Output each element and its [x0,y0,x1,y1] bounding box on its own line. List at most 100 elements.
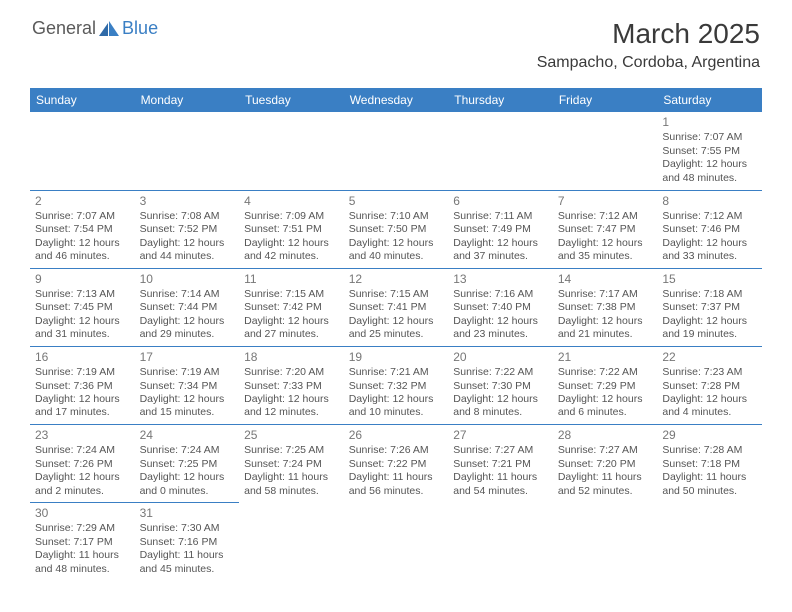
day-number: 12 [349,272,444,287]
calendar-day-cell: 9Sunrise: 7:13 AMSunset: 7:45 PMDaylight… [30,268,135,346]
day-header: Sunday [30,88,135,112]
day-number: 18 [244,350,339,365]
calendar-day-cell: 18Sunrise: 7:20 AMSunset: 7:33 PMDayligh… [239,346,344,424]
day-number: 30 [35,506,130,521]
day-number: 13 [453,272,548,287]
calendar-day-cell: 13Sunrise: 7:16 AMSunset: 7:40 PMDayligh… [448,268,553,346]
day-number: 7 [558,194,653,209]
day-number: 23 [35,428,130,443]
day-daylight: Daylight: 12 hours and 19 minutes. [662,315,757,342]
calendar-empty-cell [657,502,762,580]
day-sunset: Sunset: 7:25 PM [140,458,235,471]
day-sunset: Sunset: 7:41 PM [349,301,444,314]
day-sunset: Sunset: 7:20 PM [558,458,653,471]
day-daylight: Daylight: 12 hours and 2 minutes. [35,471,130,498]
calendar-day-cell: 1Sunrise: 7:07 AMSunset: 7:55 PMDaylight… [657,112,762,190]
day-daylight: Daylight: 12 hours and 6 minutes. [558,393,653,420]
day-header: Tuesday [239,88,344,112]
calendar-empty-cell [344,502,449,580]
title-block: March 2025 Sampacho, Cordoba, Argentina [537,18,760,72]
day-sunrise: Sunrise: 7:17 AM [558,288,653,301]
calendar-week-row: 23Sunrise: 7:24 AMSunset: 7:26 PMDayligh… [30,424,762,502]
day-daylight: Daylight: 12 hours and 4 minutes. [662,393,757,420]
day-daylight: Daylight: 11 hours and 48 minutes. [35,549,130,576]
day-number: 22 [662,350,757,365]
logo: General Blue [32,18,158,39]
day-sunset: Sunset: 7:42 PM [244,301,339,314]
day-sunset: Sunset: 7:46 PM [662,223,757,236]
day-daylight: Daylight: 12 hours and 40 minutes. [349,237,444,264]
calendar-body: 1Sunrise: 7:07 AMSunset: 7:55 PMDaylight… [30,112,762,580]
day-daylight: Daylight: 12 hours and 46 minutes. [35,237,130,264]
day-number: 24 [140,428,235,443]
day-number: 16 [35,350,130,365]
calendar-day-cell: 4Sunrise: 7:09 AMSunset: 7:51 PMDaylight… [239,190,344,268]
day-number: 31 [140,506,235,521]
day-sunset: Sunset: 7:50 PM [349,223,444,236]
calendar-day-cell: 15Sunrise: 7:18 AMSunset: 7:37 PMDayligh… [657,268,762,346]
day-number: 3 [140,194,235,209]
day-sunset: Sunset: 7:49 PM [453,223,548,236]
day-sunrise: Sunrise: 7:16 AM [453,288,548,301]
day-number: 4 [244,194,339,209]
day-sunrise: Sunrise: 7:28 AM [662,444,757,457]
day-daylight: Daylight: 12 hours and 12 minutes. [244,393,339,420]
day-sunrise: Sunrise: 7:22 AM [453,366,548,379]
day-sunrise: Sunrise: 7:20 AM [244,366,339,379]
calendar-empty-cell [30,112,135,190]
day-sunrise: Sunrise: 7:15 AM [349,288,444,301]
day-number: 5 [349,194,444,209]
day-sunrise: Sunrise: 7:29 AM [35,522,130,535]
day-sunrise: Sunrise: 7:12 AM [558,210,653,223]
day-daylight: Daylight: 11 hours and 58 minutes. [244,471,339,498]
calendar-day-cell: 25Sunrise: 7:25 AMSunset: 7:24 PMDayligh… [239,424,344,502]
day-daylight: Daylight: 12 hours and 8 minutes. [453,393,548,420]
day-daylight: Daylight: 12 hours and 10 minutes. [349,393,444,420]
day-sunset: Sunset: 7:51 PM [244,223,339,236]
calendar-day-cell: 5Sunrise: 7:10 AMSunset: 7:50 PMDaylight… [344,190,449,268]
day-number: 28 [558,428,653,443]
calendar-day-cell: 21Sunrise: 7:22 AMSunset: 7:29 PMDayligh… [553,346,658,424]
calendar-week-row: 30Sunrise: 7:29 AMSunset: 7:17 PMDayligh… [30,502,762,580]
day-number: 29 [662,428,757,443]
calendar-day-cell: 12Sunrise: 7:15 AMSunset: 7:41 PMDayligh… [344,268,449,346]
day-sunrise: Sunrise: 7:10 AM [349,210,444,223]
day-sunset: Sunset: 7:34 PM [140,380,235,393]
day-sunset: Sunset: 7:32 PM [349,380,444,393]
day-daylight: Daylight: 11 hours and 45 minutes. [140,549,235,576]
calendar-week-row: 1Sunrise: 7:07 AMSunset: 7:55 PMDaylight… [30,112,762,190]
day-number: 20 [453,350,548,365]
month-title: March 2025 [537,18,760,50]
page-header: General Blue March 2025 Sampacho, Cordob… [0,0,792,78]
calendar-day-cell: 10Sunrise: 7:14 AMSunset: 7:44 PMDayligh… [135,268,240,346]
day-sunrise: Sunrise: 7:22 AM [558,366,653,379]
day-daylight: Daylight: 12 hours and 42 minutes. [244,237,339,264]
calendar-day-cell: 6Sunrise: 7:11 AMSunset: 7:49 PMDaylight… [448,190,553,268]
day-sunrise: Sunrise: 7:13 AM [35,288,130,301]
day-number: 11 [244,272,339,287]
day-sunrise: Sunrise: 7:07 AM [35,210,130,223]
day-sunset: Sunset: 7:36 PM [35,380,130,393]
day-header: Saturday [657,88,762,112]
day-sunset: Sunset: 7:45 PM [35,301,130,314]
calendar-day-cell: 7Sunrise: 7:12 AMSunset: 7:47 PMDaylight… [553,190,658,268]
day-number: 10 [140,272,235,287]
day-number: 27 [453,428,548,443]
day-daylight: Daylight: 12 hours and 33 minutes. [662,237,757,264]
day-sunrise: Sunrise: 7:07 AM [662,131,757,144]
calendar-day-cell: 16Sunrise: 7:19 AMSunset: 7:36 PMDayligh… [30,346,135,424]
day-daylight: Daylight: 12 hours and 27 minutes. [244,315,339,342]
calendar-day-cell: 22Sunrise: 7:23 AMSunset: 7:28 PMDayligh… [657,346,762,424]
day-sunrise: Sunrise: 7:24 AM [140,444,235,457]
day-daylight: Daylight: 12 hours and 29 minutes. [140,315,235,342]
calendar-header-row: SundayMondayTuesdayWednesdayThursdayFrid… [30,88,762,112]
day-sunrise: Sunrise: 7:18 AM [662,288,757,301]
day-sunset: Sunset: 7:54 PM [35,223,130,236]
day-daylight: Daylight: 11 hours and 52 minutes. [558,471,653,498]
calendar-day-cell: 27Sunrise: 7:27 AMSunset: 7:21 PMDayligh… [448,424,553,502]
calendar-empty-cell [448,112,553,190]
day-sunset: Sunset: 7:30 PM [453,380,548,393]
day-sunset: Sunset: 7:40 PM [453,301,548,314]
day-header: Wednesday [344,88,449,112]
calendar-day-cell: 20Sunrise: 7:22 AMSunset: 7:30 PMDayligh… [448,346,553,424]
